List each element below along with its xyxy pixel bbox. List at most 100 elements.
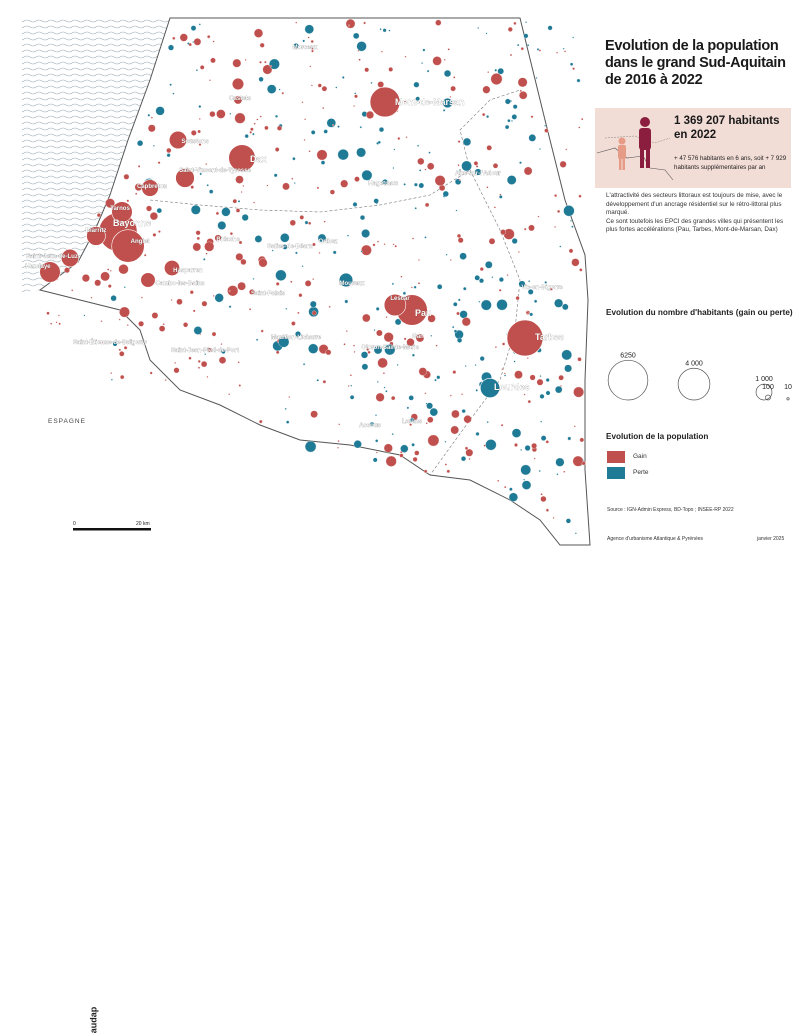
commune-dot (549, 287, 553, 291)
commune-dot (259, 42, 265, 48)
gain-swatch (607, 451, 625, 463)
commune-dot (308, 150, 311, 153)
commune-dot (357, 49, 360, 52)
commune-dot (316, 186, 320, 190)
commune-dot (556, 473, 559, 476)
commune-dot (206, 184, 209, 187)
commune-dot (394, 244, 397, 248)
commune-dot (193, 326, 203, 335)
commune-dot (544, 281, 548, 284)
commune-dot (418, 259, 420, 261)
commune-dot (562, 303, 569, 311)
commune-dot (337, 440, 340, 443)
commune-dot (528, 280, 531, 283)
commune-dot (457, 337, 463, 343)
commune-dot (281, 91, 285, 95)
commune-dot (457, 298, 461, 302)
commune-dot (571, 258, 580, 267)
commune-dot (71, 289, 74, 292)
commune-dot (258, 258, 268, 268)
commune-dot (425, 422, 428, 425)
commune-dot (363, 21, 366, 25)
commune-dot (563, 205, 575, 217)
gain-label: Gain (633, 453, 647, 460)
commune-dot (377, 357, 388, 369)
commune-dot (303, 138, 306, 141)
city-circle (39, 261, 61, 283)
commune-dot (338, 423, 341, 426)
commune-dot (267, 84, 277, 94)
logo-text: audap (88, 1006, 99, 1033)
commune-dot (486, 421, 489, 424)
commune-dot (477, 27, 480, 29)
people-icon (596, 117, 674, 181)
commune-dot (343, 343, 346, 346)
commune-dot (348, 24, 350, 27)
commune-dot (151, 312, 159, 319)
commune-dot (391, 282, 395, 286)
commune-dot (571, 225, 574, 228)
commune-dot (244, 134, 249, 139)
commune-dot (486, 115, 490, 119)
commune-dot (320, 160, 326, 165)
commune-dot (212, 40, 215, 43)
city-label: Saint-Jean-Pied-de-Port (171, 348, 239, 354)
commune-dot (478, 300, 481, 303)
commune-dot (354, 94, 358, 99)
city-label: Cambo-les-Bains (155, 281, 205, 287)
commune-dot (228, 393, 231, 396)
commune-dot (364, 67, 370, 73)
commune-dot (244, 58, 247, 61)
commune-dot (492, 163, 499, 169)
commune-dot (316, 149, 328, 161)
commune-dot (118, 348, 122, 352)
commune-dot (463, 415, 472, 424)
commune-dot (400, 451, 403, 454)
city-label: Vic-en-Bigorre (521, 285, 563, 291)
commune-dot (197, 366, 201, 369)
commune-dot (443, 69, 452, 78)
commune-dot (523, 478, 526, 481)
commune-dot (158, 325, 166, 332)
commune-dot (504, 374, 507, 377)
commune-dot (485, 439, 497, 451)
commune-dot (361, 363, 369, 371)
commune-dot (221, 349, 226, 354)
commune-dot (309, 300, 317, 308)
commune-dot (453, 76, 456, 79)
commune-dot (376, 380, 379, 383)
commune-dot (434, 378, 437, 382)
commune-dot (459, 310, 468, 319)
commune-dot (475, 431, 480, 436)
commune-dot (435, 19, 442, 26)
commune-dot (427, 314, 436, 323)
commune-dot (372, 243, 376, 247)
size-legend-label: 4 000 (685, 360, 703, 367)
publication-date: janvier 2025 (757, 536, 785, 542)
commune-dot (196, 236, 200, 241)
commune-dot (538, 148, 541, 150)
commune-dot (311, 49, 314, 53)
commune-dot (262, 64, 273, 75)
commune-dot (359, 126, 362, 129)
commune-dot (146, 205, 152, 212)
commune-dot (412, 456, 418, 462)
commune-dot (403, 337, 407, 341)
commune-dot (259, 60, 262, 64)
commune-dot (538, 469, 541, 473)
commune-dot (536, 378, 544, 386)
city-label: Mourenx (339, 281, 365, 287)
commune-dot (297, 311, 300, 315)
commune-dot (567, 436, 572, 441)
commune-dot (514, 370, 523, 379)
commune-dot (353, 350, 356, 353)
commune-dot (232, 198, 238, 204)
legend-loss: Perte (607, 467, 767, 481)
commune-dot (426, 69, 430, 73)
commune-dot (337, 446, 339, 449)
commune-dot (205, 163, 208, 166)
legend-gain: Gain (607, 451, 767, 465)
commune-dot (166, 147, 172, 154)
audap-logo: audap (44, 502, 98, 1033)
commune-dot (94, 279, 102, 287)
